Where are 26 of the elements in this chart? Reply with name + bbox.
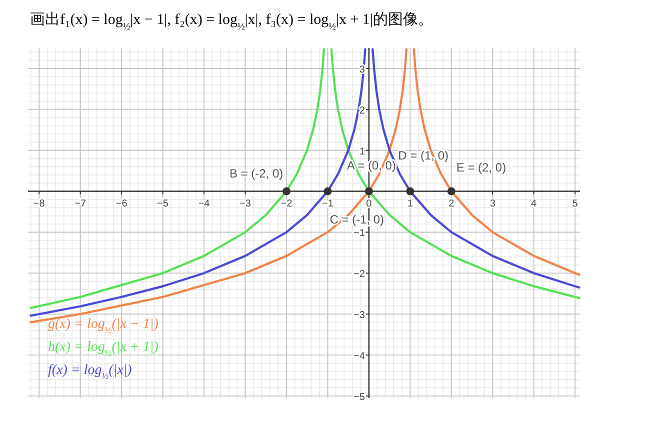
text: h(x) = log$_{½}$(|x + 1|) (48, 340, 159, 358)
y-tick-label: −2 (354, 269, 366, 280)
x-tick-label: −6 (116, 198, 128, 210)
x-tick-label: 4 (531, 198, 538, 210)
x-tick-label: −8 (33, 198, 46, 210)
chart-title: 画出f₁(x) = log$_{½}$|x − 1|, f₂(x) = log$_{½}$|x|, f₃(x) = log$_{½}$|x + 1|的图像。 (30, 11, 433, 32)
x-tick-label: −3 (240, 198, 252, 210)
x-tick-label: −1 (322, 198, 334, 210)
x-tick-label: −7 (74, 198, 86, 210)
x-tick-label: −5 (157, 198, 169, 210)
y-tick-label: 2 (359, 105, 366, 116)
text: f(x) = log$_{½}$(|x|) (48, 363, 132, 381)
series-label: g(x) = log$_{½}$(|x − 1|) (48, 317, 159, 335)
y-tick-label: −4 (354, 351, 366, 362)
x-tick-label: 2 (448, 198, 455, 210)
x-tick-label: 3 (490, 198, 496, 210)
x-tick-label: −2 (280, 198, 293, 210)
y-tick-label: −1 (354, 228, 366, 240)
x-tick-label: 5 (572, 198, 578, 210)
annotation: E = (2, 0) (456, 160, 506, 174)
x-tick-label: −4 (198, 198, 210, 210)
y-tick-label: −5 (354, 392, 366, 403)
y-tick-label: 1 (359, 146, 366, 158)
x-tick-label: 1 (407, 198, 414, 210)
y-tick-label: −3 (354, 310, 366, 322)
annotation: B = (-2, 0) (229, 166, 284, 180)
